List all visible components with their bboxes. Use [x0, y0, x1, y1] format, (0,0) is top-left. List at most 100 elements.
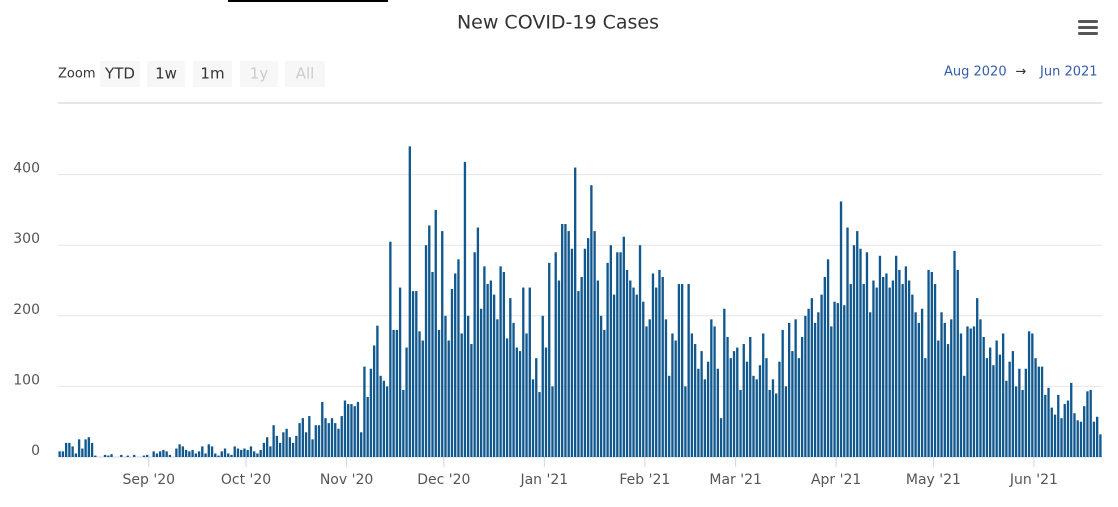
bar [917, 322, 921, 457]
bar [1057, 394, 1060, 457]
bar [64, 442, 68, 457]
bar [256, 453, 259, 457]
bar [337, 428, 340, 457]
zoom-button [285, 61, 325, 87]
bar [797, 358, 801, 457]
bar [813, 322, 817, 457]
bar [437, 329, 441, 457]
bar [726, 336, 729, 457]
bar [865, 252, 869, 457]
bar [107, 455, 110, 457]
bar [606, 262, 609, 457]
bar [457, 259, 460, 457]
bar [103, 454, 107, 457]
bar [590, 185, 593, 457]
bar [937, 340, 940, 457]
bar [924, 358, 927, 457]
zoom-button-label[interactable]: 1w [155, 65, 177, 83]
bar [680, 284, 684, 457]
bar [1024, 368, 1028, 457]
bar [535, 358, 538, 457]
bar [441, 231, 444, 457]
bar [275, 435, 279, 457]
zoom-button-label[interactable]: YTD [104, 65, 135, 83]
zoom-button[interactable] [193, 61, 232, 87]
bar [830, 326, 833, 457]
bar [1066, 400, 1070, 457]
zoom-button-label[interactable]: 1m [200, 65, 224, 83]
bar [632, 287, 635, 457]
zoom-button [240, 61, 278, 87]
bar [658, 269, 661, 457]
bar [817, 312, 820, 457]
bar [791, 351, 794, 457]
bar [311, 439, 314, 457]
bar [839, 201, 843, 457]
bar [68, 442, 71, 457]
bar [1050, 407, 1053, 457]
bar [389, 241, 392, 457]
zoom-button[interactable] [147, 61, 185, 87]
bar [752, 375, 755, 457]
bar [810, 298, 814, 457]
x-tick-label: Sep '20 [123, 472, 176, 488]
bar [77, 439, 81, 457]
bar [181, 446, 185, 457]
bar [165, 451, 168, 457]
bar [518, 351, 522, 457]
x-tick-label: Oct '20 [221, 472, 271, 488]
bar [1008, 361, 1011, 457]
x-tick-label: Jan '21 [519, 472, 568, 488]
bar [823, 276, 826, 457]
bar [716, 368, 719, 457]
bar [904, 266, 908, 457]
bar [272, 425, 275, 457]
bar [431, 272, 434, 457]
bar [603, 329, 606, 457]
bar [379, 375, 382, 457]
bar [804, 315, 807, 457]
bar [158, 451, 162, 457]
bar [369, 368, 373, 457]
bar [1073, 413, 1076, 457]
bar [94, 455, 97, 457]
bar [460, 333, 463, 457]
bar [609, 245, 613, 457]
bar [930, 272, 933, 457]
bar [586, 238, 590, 457]
zoom-button[interactable] [100, 61, 140, 87]
bar [577, 291, 580, 457]
menu-icon[interactable] [1078, 20, 1098, 35]
bar [467, 315, 470, 457]
bar [434, 209, 437, 457]
bar [428, 225, 431, 457]
bar [567, 231, 570, 457]
bar [1011, 351, 1015, 457]
bar [363, 366, 366, 457]
bar [418, 331, 421, 457]
bar [894, 255, 898, 457]
bar [638, 245, 642, 457]
bar [911, 294, 914, 457]
menu-line [1078, 26, 1098, 29]
bar [515, 347, 518, 457]
bar [146, 454, 149, 457]
bar [1083, 406, 1086, 457]
bar [820, 294, 823, 457]
bar [512, 322, 515, 457]
bar [372, 345, 376, 457]
bar [768, 389, 771, 457]
bar [220, 451, 223, 457]
bar [483, 266, 486, 457]
bar [304, 432, 308, 457]
range-from: Aug 2020 [944, 65, 1007, 80]
bar [645, 326, 648, 457]
bar [700, 351, 703, 457]
bar [178, 444, 181, 457]
menu-line [1078, 20, 1098, 23]
bar [1070, 382, 1073, 457]
bar [580, 276, 583, 457]
bar [622, 236, 625, 457]
bar [888, 287, 891, 457]
bar [862, 284, 865, 457]
